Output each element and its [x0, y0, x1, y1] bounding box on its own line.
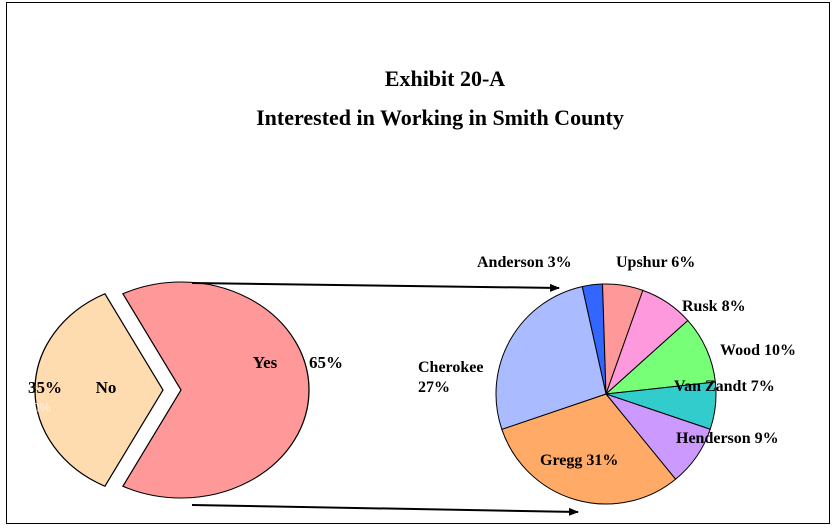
faint-text-2: 6 .0% — [342, 400, 376, 415]
faint-text-5: Van Zandt 7.2% — [706, 284, 799, 299]
slice-label-upshur: Upshur 6% — [616, 254, 695, 271]
pie-slice-gregg — [501, 393, 677, 505]
slice-label-anderson: Anderson 3% — [477, 254, 572, 271]
slice-label-van-zandt: Van Zandt 7% — [674, 378, 775, 395]
connector-arrow-bottom — [191, 504, 579, 516]
slice-pct-no: 35% — [28, 378, 62, 397]
faint-text-1: s/P ssibly — [335, 378, 390, 393]
pie-counties: Anderson 3% Upshur 6% Rusk 8% Wood 10% Van Z… — [418, 254, 796, 505]
chart-frame — [6, 2, 830, 524]
pie-slice-no — [34, 293, 164, 487]
chart-title-line1: Exhibit 20-A — [385, 66, 506, 91]
chart-title-line2: Interested in Working in Smith County — [256, 105, 624, 130]
slice-label-yes: Yes — [253, 353, 278, 372]
slice-label-rusk: Rusk 8% — [682, 298, 746, 315]
pie-interest: Yes 65% No 35% — [28, 281, 343, 499]
faint-text-7: Henderson 8.8% — [718, 450, 815, 465]
slice-label-wood: Wood 10% — [720, 342, 796, 359]
slice-pct-yes: 65% — [309, 353, 343, 372]
faint-text-4: Ch k 26.9% — [398, 328, 466, 343]
slice-label-gregg: Gregg 31% — [540, 452, 618, 469]
slice-label-henderson: Henderson 9% — [676, 430, 779, 447]
slice-label-no: No — [96, 378, 117, 397]
connector-arrow-top — [191, 282, 560, 292]
faint-text-3: 37.0% — [14, 400, 51, 415]
pie-slice-cherokee — [495, 286, 607, 430]
slice-pct-cherokee: 27% — [418, 379, 450, 396]
faint-text-6: Wood/Upshur 9.9% — [700, 326, 813, 341]
slice-label-cherokee: Cherokee — [418, 359, 483, 376]
